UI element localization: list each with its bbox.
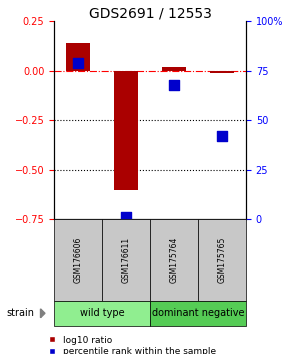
Text: strain: strain — [6, 308, 34, 318]
Title: GDS2691 / 12553: GDS2691 / 12553 — [88, 6, 212, 20]
Point — [220, 133, 224, 139]
Text: wild type: wild type — [80, 308, 124, 318]
Bar — [114, 71, 138, 190]
Point — [124, 215, 128, 220]
Bar — [66, 43, 90, 71]
Legend: log10 ratio, percentile rank within the sample: log10 ratio, percentile rank within the … — [44, 332, 220, 354]
Text: GSM176611: GSM176611 — [122, 237, 130, 283]
Point — [172, 82, 176, 87]
Text: GSM175764: GSM175764 — [169, 237, 178, 284]
Text: GSM175765: GSM175765 — [218, 237, 226, 284]
Bar — [210, 71, 234, 73]
Text: dominant negative: dominant negative — [152, 308, 244, 318]
Point — [76, 60, 80, 66]
Text: GSM176606: GSM176606 — [74, 237, 82, 284]
Bar — [162, 67, 186, 71]
